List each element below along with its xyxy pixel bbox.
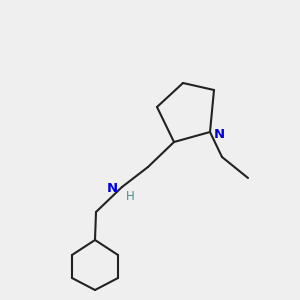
Text: N: N: [214, 128, 225, 140]
Text: N: N: [107, 182, 118, 194]
Text: H: H: [126, 190, 135, 203]
